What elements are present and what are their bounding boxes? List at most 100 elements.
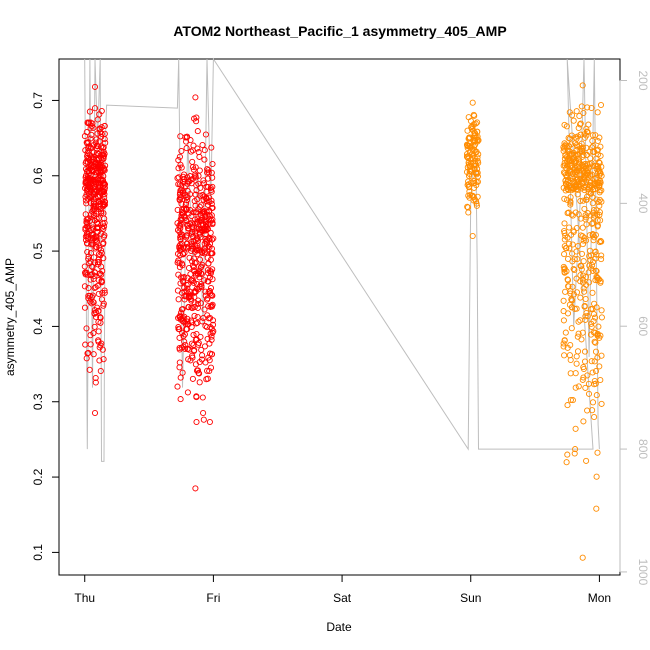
data-point bbox=[94, 116, 101, 123]
data-point bbox=[88, 294, 95, 301]
data-point bbox=[188, 304, 195, 311]
data-point bbox=[189, 163, 196, 171]
data-point bbox=[91, 188, 98, 195]
data-point bbox=[468, 179, 475, 186]
data-point bbox=[85, 295, 92, 302]
data-point bbox=[578, 263, 585, 270]
data-point bbox=[568, 304, 576, 311]
data-point bbox=[594, 274, 601, 281]
data-point bbox=[91, 409, 99, 417]
data-point bbox=[190, 331, 197, 338]
data-point bbox=[97, 129, 104, 136]
data-point bbox=[197, 270, 204, 277]
data-point bbox=[180, 277, 187, 284]
data-point bbox=[181, 293, 188, 300]
data-point bbox=[581, 205, 588, 212]
data-point bbox=[560, 263, 567, 270]
data-point bbox=[95, 215, 103, 222]
data-point bbox=[591, 338, 598, 345]
data-point bbox=[579, 329, 586, 336]
data-point bbox=[572, 370, 579, 377]
data-point bbox=[96, 192, 104, 199]
data-point bbox=[208, 351, 215, 358]
data-point bbox=[198, 202, 205, 209]
data-point bbox=[598, 256, 605, 263]
y2-tick-label: 200 bbox=[636, 70, 650, 90]
data-point bbox=[182, 182, 189, 190]
data-point bbox=[577, 167, 584, 174]
data-point bbox=[579, 82, 586, 89]
data-point bbox=[205, 260, 212, 267]
data-point bbox=[577, 294, 584, 301]
data-point bbox=[466, 163, 473, 171]
data-point bbox=[193, 220, 200, 227]
data-point bbox=[96, 126, 103, 133]
data-point bbox=[187, 176, 194, 183]
data-point bbox=[204, 201, 212, 208]
data-point bbox=[88, 131, 95, 138]
x-tick-label: Fri bbox=[206, 591, 220, 605]
data-point bbox=[592, 212, 599, 219]
data-point bbox=[95, 290, 102, 297]
data-point bbox=[474, 157, 481, 165]
data-point bbox=[90, 351, 97, 358]
y-tick-label: 0.1 bbox=[31, 544, 45, 561]
data-point bbox=[201, 343, 208, 350]
data-point bbox=[92, 245, 99, 252]
data-point bbox=[584, 170, 591, 177]
data-point bbox=[86, 108, 93, 115]
data-point bbox=[100, 233, 107, 241]
x-tick-label: Mon bbox=[588, 591, 611, 605]
data-point bbox=[186, 254, 193, 261]
data-point bbox=[177, 241, 184, 248]
data-point bbox=[578, 266, 585, 273]
data-point bbox=[584, 372, 591, 379]
data-point bbox=[85, 349, 92, 356]
data-point bbox=[199, 141, 206, 149]
data-point bbox=[192, 164, 199, 171]
data-point bbox=[178, 147, 185, 155]
data-point bbox=[206, 212, 213, 220]
data-point bbox=[183, 138, 190, 145]
data-point bbox=[468, 173, 475, 180]
data-point bbox=[561, 337, 568, 344]
data-point bbox=[82, 236, 90, 244]
data-point bbox=[573, 248, 580, 255]
data-point bbox=[208, 144, 215, 151]
data-point bbox=[474, 178, 481, 185]
data-point bbox=[582, 384, 589, 391]
data-point bbox=[467, 167, 474, 174]
data-point bbox=[180, 315, 187, 322]
data-point bbox=[92, 374, 99, 382]
data-point bbox=[178, 164, 185, 171]
data-point bbox=[579, 162, 586, 169]
data-point bbox=[90, 200, 97, 207]
data-point bbox=[177, 189, 184, 196]
data-point bbox=[179, 188, 187, 195]
data-point bbox=[190, 221, 197, 228]
data-point bbox=[208, 200, 215, 207]
data-point bbox=[593, 473, 600, 480]
y2-axis: 200 400 600 800 1000 bbox=[619, 70, 650, 586]
data-point bbox=[567, 370, 574, 377]
x-axis-label: Date bbox=[326, 620, 352, 634]
data-point bbox=[465, 155, 472, 162]
data-point bbox=[584, 185, 592, 193]
data-point bbox=[589, 289, 596, 296]
data-point bbox=[94, 145, 101, 152]
data-point bbox=[191, 228, 199, 235]
data-point bbox=[594, 449, 601, 456]
data-point bbox=[176, 326, 183, 333]
data-point bbox=[184, 389, 191, 396]
data-point bbox=[586, 232, 593, 239]
data-point bbox=[561, 220, 568, 227]
data-point bbox=[585, 390, 593, 397]
data-point bbox=[203, 208, 210, 215]
data-point bbox=[573, 224, 580, 232]
data-point bbox=[185, 245, 192, 252]
data-point bbox=[175, 296, 182, 303]
data-point bbox=[471, 141, 479, 148]
data-point bbox=[567, 198, 574, 205]
y-tick-label: 0.4 bbox=[31, 318, 45, 335]
data-point bbox=[194, 313, 201, 321]
